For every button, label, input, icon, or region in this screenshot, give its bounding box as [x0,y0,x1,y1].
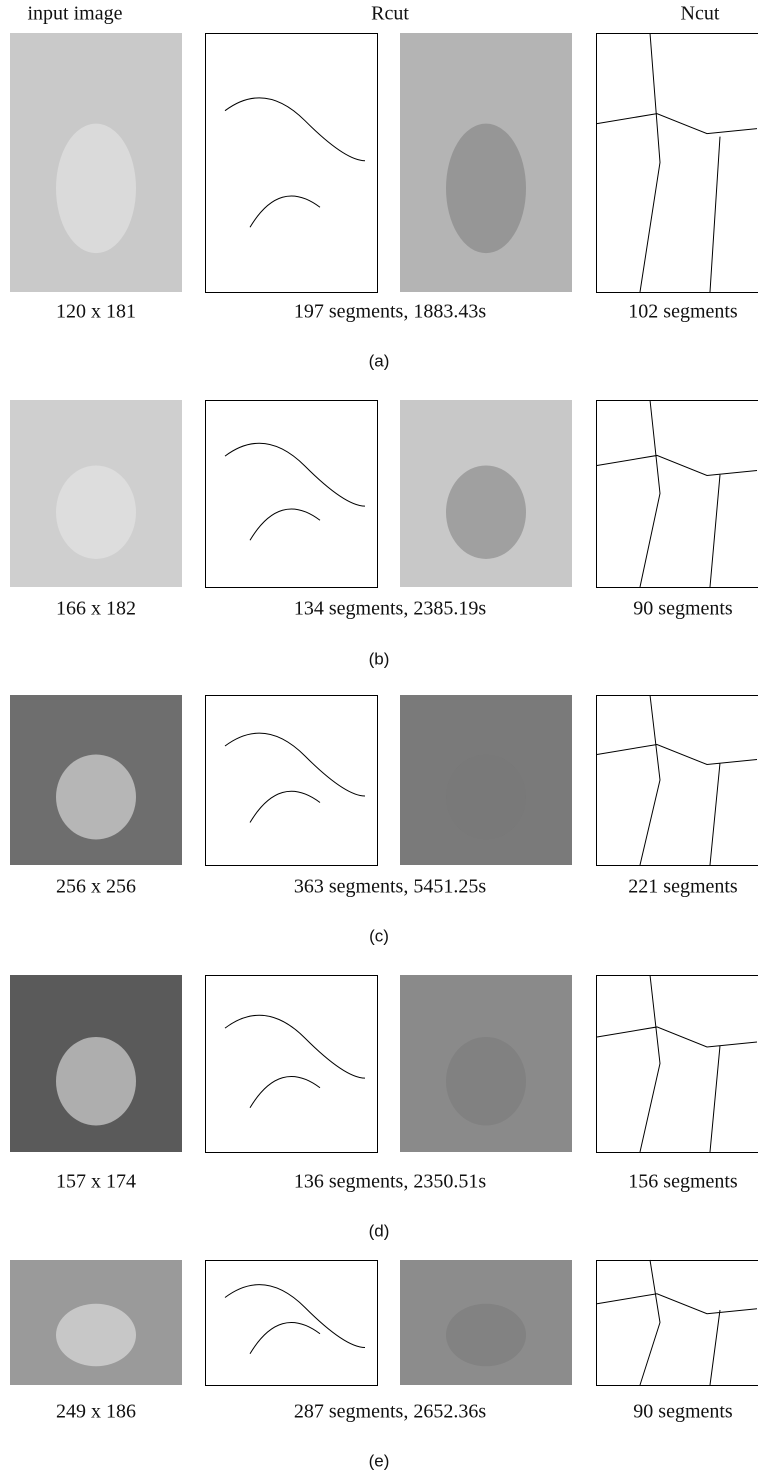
image-size: 157 x 174 [56,1171,136,1193]
image-subject [56,1037,136,1126]
image-subject [56,1304,136,1367]
row-label: (c) [369,926,389,945]
row-label: (a) [369,351,390,370]
ncut-result: 102 segments [628,301,738,323]
row-label: (e) [369,1451,390,1470]
column-header: Rcut [371,3,409,25]
rcut-result: 136 segments, 2350.51s [294,1171,486,1193]
segment-region [446,1304,526,1367]
segment-region [446,465,526,559]
ncut-result: 90 segments [633,598,733,620]
rcut-result: 287 segments, 2652.36s [294,1401,486,1423]
image-size: 249 x 186 [56,1401,136,1423]
rcut-boundaries [206,696,378,866]
row-label: (b) [369,649,390,668]
image-size: 166 x 182 [56,598,136,620]
rcut-result: 363 segments, 5451.25s [294,876,486,898]
ncut-boundaries [597,1261,758,1386]
image-subject [56,465,136,559]
ncut-result: 156 segments [628,1171,738,1193]
rcut-result: 134 segments, 2385.19s [294,598,486,620]
ncut-result: 221 segments [628,876,738,898]
segment-region [446,755,526,840]
image-subject [56,124,136,254]
ncut-boundaries [597,401,758,588]
rcut-boundaries [206,34,378,293]
rcut-boundaries [206,976,378,1153]
ncut-result: 90 segments [633,1401,733,1423]
image-size: 120 x 181 [56,301,136,323]
ncut-boundaries [597,696,758,866]
ncut-boundaries [597,34,758,293]
column-header: input image [28,3,123,25]
image-size: 256 x 256 [56,876,136,898]
figure: input image Rcut Ncut 120 x 181 197 segme… [0,0,758,1475]
row-label: (d) [369,1221,390,1240]
segment-region [446,124,526,254]
column-header: Ncut [681,3,720,25]
rcut-result: 197 segments, 1883.43s [294,301,486,323]
rcut-boundaries [206,401,378,588]
ncut-boundaries [597,976,758,1153]
image-subject [56,755,136,840]
segment-region [446,1037,526,1126]
